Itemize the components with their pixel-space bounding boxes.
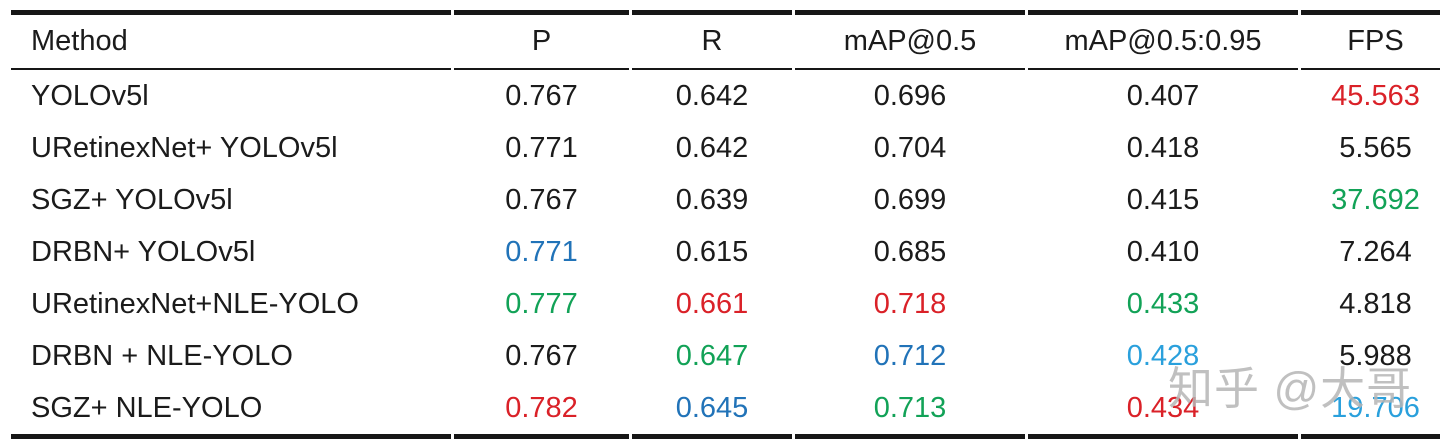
table-row: SGZ+ NLE-YOLO 0.782 0.645 0.713 0.434 19… — [11, 382, 1440, 439]
cell-map50: 0.712 — [873, 339, 947, 372]
cell-fps: 45.563 — [1331, 79, 1420, 112]
cell-r: 0.642 — [675, 131, 749, 164]
cell-map5095: 0.418 — [1126, 131, 1200, 164]
cell-map5095: 0.433 — [1126, 287, 1200, 320]
cell-map5095: 0.428 — [1126, 339, 1200, 372]
cell-map5095: 0.407 — [1126, 79, 1200, 112]
cell-fps: 7.264 — [1339, 235, 1412, 268]
cell-r: 0.647 — [675, 339, 749, 372]
column-header-fps: FPS — [1301, 10, 1440, 70]
cell-map50: 0.713 — [795, 382, 1025, 439]
cell-map50: 0.685 — [873, 235, 947, 268]
cell-r: 0.615 — [675, 235, 749, 268]
table-row: URetinexNet+ YOLOv5l 0.771 0.642 0.704 0… — [11, 122, 1440, 174]
cell-r: 0.642 — [675, 79, 749, 112]
table-row: SGZ+ YOLOv5l 0.767 0.639 0.699 0.415 37.… — [11, 174, 1440, 226]
column-header-map50: mAP@0.5 — [795, 10, 1025, 70]
results-table: Method P R mAP@0.5 mAP@0.5:0.95 FPS YOLO… — [8, 10, 1440, 439]
cell-map5095: 0.410 — [1126, 235, 1200, 268]
cell-method: URetinexNet+ YOLOv5l — [31, 131, 338, 164]
cell-fps: 19.706 — [1301, 382, 1440, 439]
cell-p: 0.771 — [505, 235, 578, 268]
cell-method: DRBN+ YOLOv5l — [31, 235, 256, 268]
table-row: DRBN+ YOLOv5l 0.771 0.615 0.685 0.410 7.… — [11, 226, 1440, 278]
cell-r: 0.661 — [675, 287, 749, 320]
cell-r: 0.645 — [632, 382, 792, 439]
cell-method: SGZ+ YOLOv5l — [31, 183, 233, 216]
cell-map50: 0.718 — [873, 287, 947, 320]
cell-fps: 5.565 — [1339, 131, 1412, 164]
header-row: Method P R mAP@0.5 mAP@0.5:0.95 FPS — [11, 10, 1440, 70]
column-header-p: P — [454, 10, 629, 70]
table-row: URetinexNet+NLE-YOLO 0.777 0.661 0.718 0… — [11, 278, 1440, 330]
cell-map50: 0.696 — [873, 79, 947, 112]
cell-p: 0.782 — [454, 382, 629, 439]
cell-r: 0.639 — [675, 183, 749, 216]
column-header-r: R — [632, 10, 792, 70]
cell-p: 0.771 — [505, 131, 578, 164]
cell-map50: 0.704 — [873, 131, 947, 164]
column-header-map5095: mAP@0.5:0.95 — [1028, 10, 1298, 70]
cell-fps: 5.988 — [1339, 339, 1412, 372]
cell-map50: 0.699 — [873, 183, 947, 216]
cell-method: URetinexNet+NLE-YOLO — [31, 287, 359, 320]
cell-fps: 4.818 — [1339, 287, 1412, 320]
cell-fps: 37.692 — [1331, 183, 1420, 216]
cell-p: 0.767 — [505, 183, 578, 216]
cell-p: 0.767 — [505, 79, 578, 112]
cell-map5095: 0.434 — [1028, 382, 1298, 439]
column-header-method: Method — [11, 10, 451, 70]
cell-map5095: 0.415 — [1126, 183, 1200, 216]
table-row: YOLOv5l 0.767 0.642 0.696 0.407 45.563 — [11, 70, 1440, 122]
cell-method: DRBN + NLE-YOLO — [31, 339, 293, 372]
cell-p: 0.777 — [505, 287, 578, 320]
cell-p: 0.767 — [505, 339, 578, 372]
cell-method: YOLOv5l — [31, 79, 149, 112]
results-table-page: Method P R mAP@0.5 mAP@0.5:0.95 FPS YOLO… — [0, 10, 1440, 443]
cell-method: SGZ+ NLE-YOLO — [11, 382, 451, 439]
table-row: DRBN + NLE-YOLO 0.767 0.647 0.712 0.428 … — [11, 330, 1440, 382]
